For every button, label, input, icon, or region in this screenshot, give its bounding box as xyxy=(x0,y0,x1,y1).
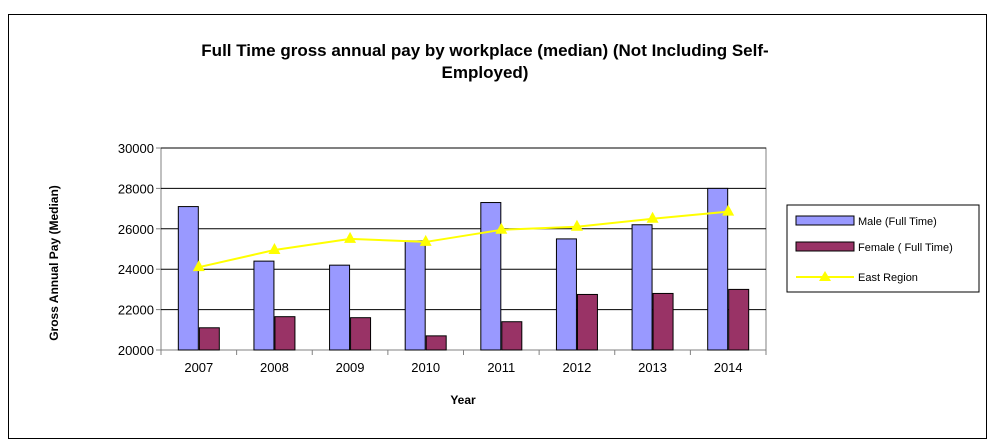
y-tick-label: 28000 xyxy=(118,181,154,196)
bar-male-2008 xyxy=(253,260,275,351)
legend: Male (Full Time) Female ( Full Time) Eas… xyxy=(786,204,980,293)
bar-male-2013 xyxy=(631,224,653,351)
y-tick-label: 26000 xyxy=(118,222,154,237)
east-region-series-line xyxy=(198,210,729,269)
bar-female-2012 xyxy=(576,293,598,351)
x-tick-label: 2014 xyxy=(714,360,743,375)
x-tick-label: 2007 xyxy=(184,360,213,375)
east-region-marker-2014 xyxy=(722,204,735,216)
y-axis-title: Gross Annual Pay (Median) xyxy=(47,185,61,341)
bar-male-2007 xyxy=(177,206,199,351)
bar-male-2014 xyxy=(707,187,729,351)
x-axis-title: Year xyxy=(450,393,476,407)
x-tick-label: 2012 xyxy=(562,360,591,375)
east-region-marker-2012 xyxy=(570,219,583,231)
east-region-line xyxy=(192,204,735,272)
bar-female-2010 xyxy=(425,335,447,351)
x-tick-label: 2008 xyxy=(260,360,289,375)
bar-female-2007 xyxy=(198,327,220,351)
chart-title-line-2: Employed) xyxy=(442,63,529,82)
bar-male-2011 xyxy=(480,202,502,351)
legend-label-female: Female ( Full Time) xyxy=(858,242,953,254)
bar-male-2012 xyxy=(555,238,577,351)
legend-swatch-female xyxy=(795,241,855,252)
y-tick-label: 24000 xyxy=(118,262,154,277)
legend-label-male: Male (Full Time) xyxy=(858,216,937,228)
bar-female-2009 xyxy=(350,317,372,351)
bar-female-2011 xyxy=(501,321,523,351)
east-region-marker-2007 xyxy=(192,260,205,272)
bar-female-2013 xyxy=(652,292,674,351)
legend-label-east: East Region xyxy=(858,272,918,284)
bar-male-2010 xyxy=(404,240,426,351)
legend-swatch-male xyxy=(795,215,855,226)
bar-male-2009 xyxy=(329,264,351,351)
y-tick-labels: 20000 22000 24000 26000 28000 30000 xyxy=(118,141,154,358)
bar-female-2014 xyxy=(728,288,750,351)
plot-area xyxy=(160,147,767,351)
chart-title-line-1: Full Time gross annual pay by workplace … xyxy=(201,41,768,60)
y-tick-label: 20000 xyxy=(118,343,154,358)
y-tick-label: 22000 xyxy=(118,303,154,318)
bar-female-2008 xyxy=(274,316,296,351)
x-tick-label: 2013 xyxy=(638,360,667,375)
east-region-marker-2013 xyxy=(646,211,659,223)
bars xyxy=(177,187,750,351)
east-region-marker-2010 xyxy=(419,234,432,246)
x-tick-labels: 2007 2008 2009 2010 2011 2012 2013 2014 xyxy=(160,350,767,375)
legend-swatch-east-marker xyxy=(819,271,831,281)
x-tick-label: 2009 xyxy=(336,360,365,375)
y-tick-label: 30000 xyxy=(118,141,154,156)
east-region-marker-2011 xyxy=(495,222,508,234)
x-tick-label: 2011 xyxy=(487,360,515,375)
east-region-marker-2008 xyxy=(268,243,281,255)
east-region-marker-2009 xyxy=(344,231,357,243)
x-tick-label: 2010 xyxy=(411,360,440,375)
